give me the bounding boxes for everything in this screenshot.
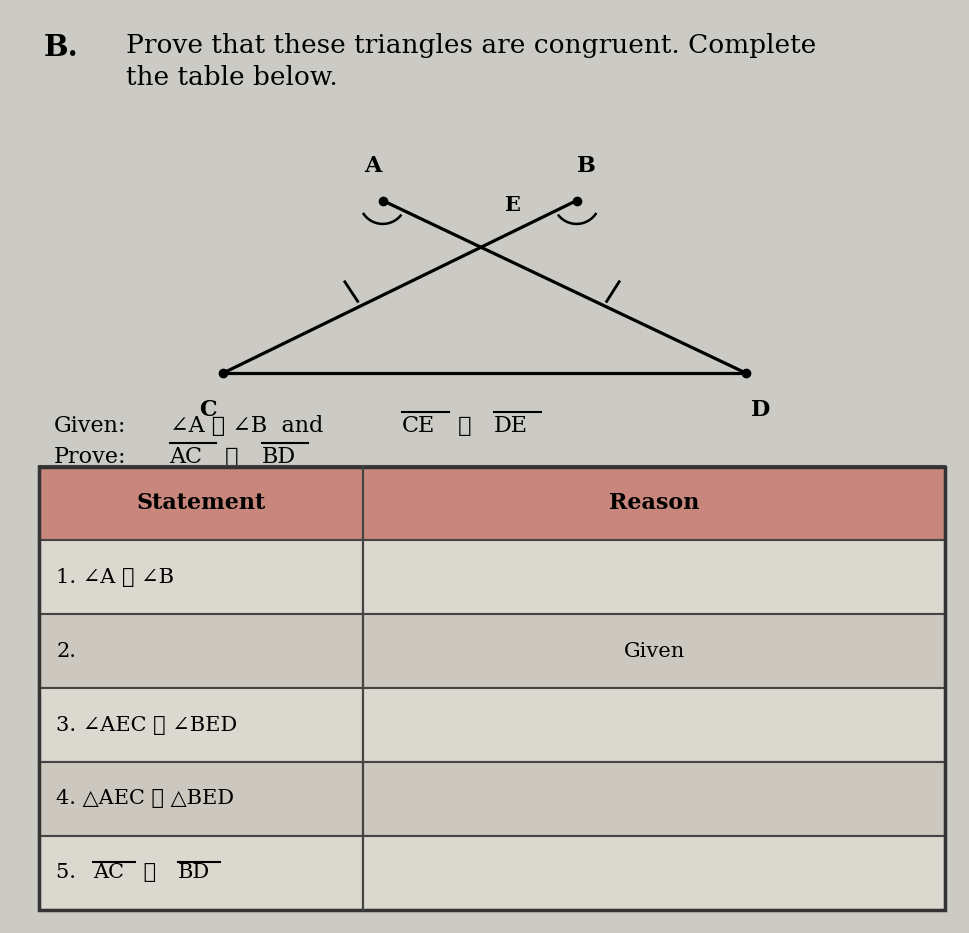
Text: 5.: 5. (56, 863, 82, 883)
Text: E: E (504, 195, 519, 216)
Text: 1. ∠A ≅ ∠B: 1. ∠A ≅ ∠B (56, 568, 174, 587)
Text: BD: BD (262, 446, 296, 468)
Text: Given: Given (623, 642, 685, 661)
Text: B.: B. (44, 33, 78, 62)
Text: ≅: ≅ (218, 446, 246, 468)
Bar (39, 836, 363, 910)
Text: the table below.: the table below. (126, 65, 338, 91)
Text: 2.: 2. (56, 642, 77, 661)
Bar (39, 762, 363, 836)
Text: 3. ∠AEC ≅ ∠BED: 3. ∠AEC ≅ ∠BED (56, 716, 237, 734)
Text: Prove that these triangles are congruent. Complete: Prove that these triangles are congruent… (126, 33, 816, 58)
Bar (39, 689, 363, 762)
Bar (363, 466, 945, 540)
Bar (363, 614, 945, 689)
Bar (39, 540, 363, 614)
Bar (363, 762, 945, 836)
Text: C: C (200, 399, 217, 422)
Bar (363, 689, 945, 762)
Text: AC: AC (170, 446, 203, 468)
Text: DE: DE (494, 415, 528, 438)
Bar (39, 466, 945, 910)
Text: Reason: Reason (609, 493, 700, 514)
Bar (363, 836, 945, 910)
Text: Statement: Statement (137, 493, 266, 514)
Text: B: B (577, 155, 596, 177)
Text: ≅: ≅ (451, 415, 479, 438)
Text: 4. △AEC ≅ △BED: 4. △AEC ≅ △BED (56, 789, 234, 808)
Text: Prove:: Prove: (53, 446, 126, 468)
Text: ∠A ≅ ∠B  and: ∠A ≅ ∠B and (170, 415, 337, 438)
Text: ≅: ≅ (137, 863, 163, 883)
Bar (39, 466, 363, 540)
Text: BD: BD (178, 863, 210, 883)
Text: A: A (364, 155, 382, 177)
Text: D: D (751, 399, 770, 422)
Bar (39, 614, 363, 689)
Text: CE: CE (402, 415, 435, 438)
Text: Given:: Given: (53, 415, 126, 438)
Bar (363, 540, 945, 614)
Text: AC: AC (93, 863, 124, 883)
